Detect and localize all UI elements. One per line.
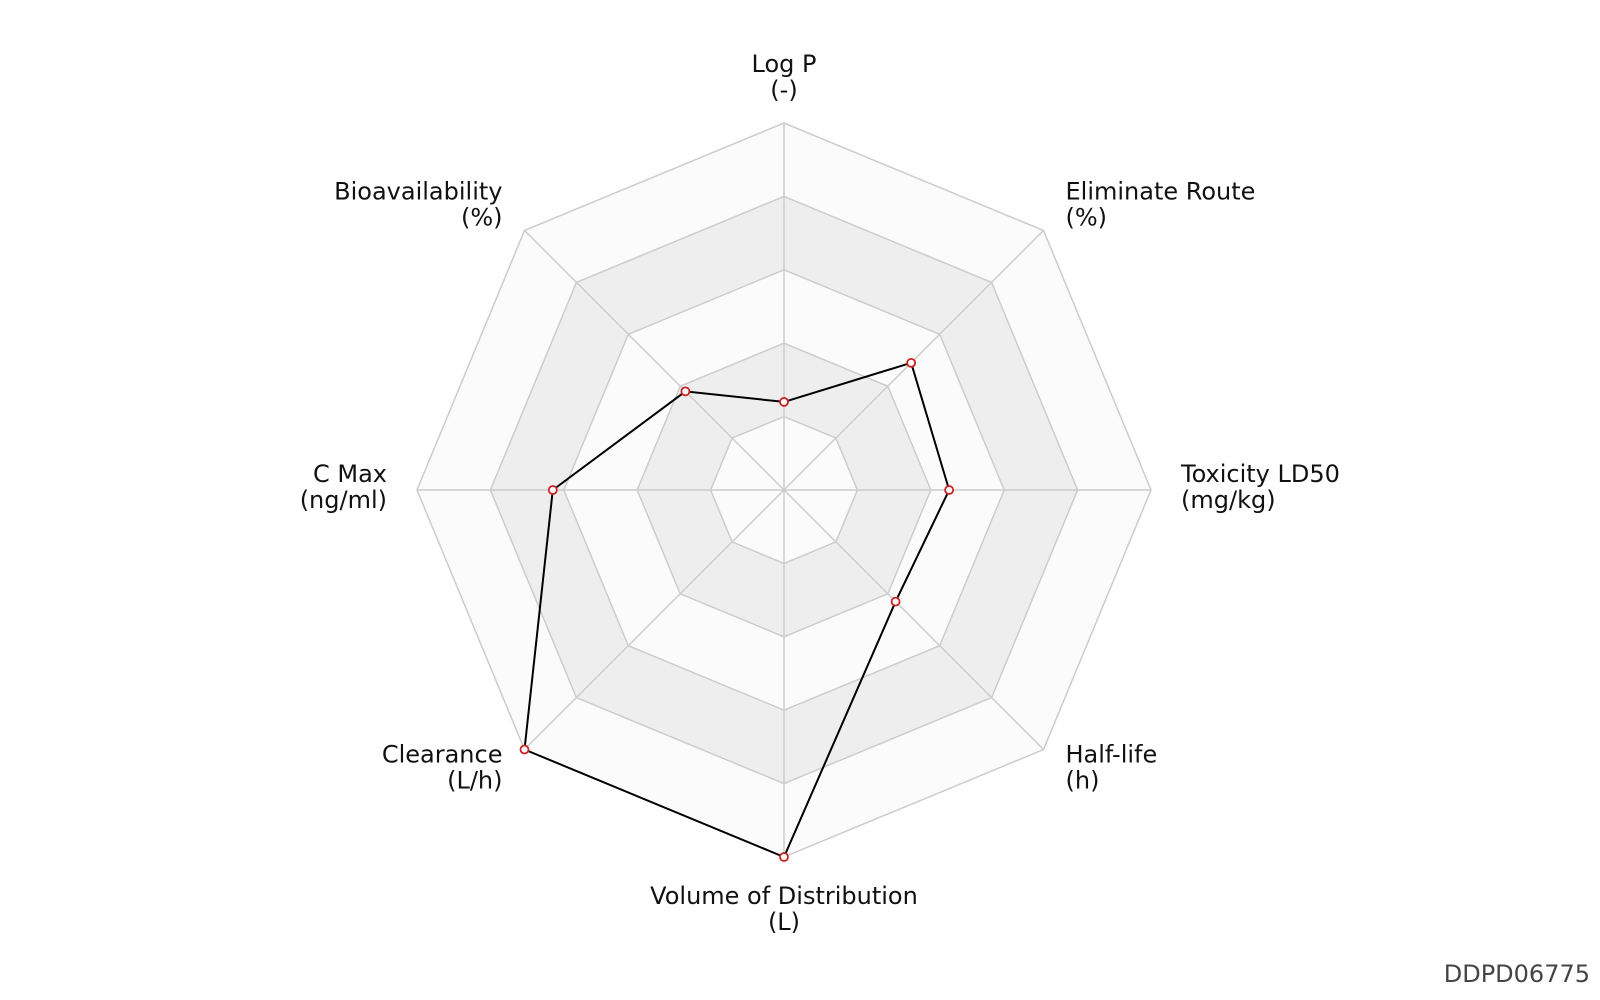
data-point	[779, 852, 789, 862]
axis-label: Half-life	[1066, 741, 1158, 769]
data-point	[547, 485, 558, 495]
axis-label: Toxicity LD50	[1180, 460, 1340, 488]
axis-unit: (L)	[768, 908, 800, 936]
axis-label: Log P	[752, 50, 817, 78]
axis-label: Eliminate Route	[1066, 177, 1256, 205]
data-point	[906, 357, 917, 368]
axis-unit: (%)	[461, 203, 503, 231]
axis-unit: (-)	[770, 76, 797, 104]
spoke	[523, 489, 785, 751]
axis-unit: (h)	[1066, 767, 1100, 795]
data-point	[779, 397, 789, 407]
axis-label: Bioavailability	[334, 177, 502, 205]
data-point	[680, 386, 691, 397]
axis-unit: (mg/kg)	[1181, 486, 1276, 514]
axis-label: Volume of Distribution	[650, 882, 918, 910]
axis-unit: (%)	[1066, 203, 1108, 231]
data-point	[519, 744, 530, 755]
data-point	[890, 596, 901, 607]
axis-unit: (L/h)	[447, 767, 502, 795]
axis-label: C Max	[313, 460, 387, 488]
spoke	[783, 489, 1045, 751]
axis-label: Clearance	[382, 741, 503, 769]
spoke	[523, 229, 785, 491]
axis-unit: (ng/ml)	[300, 486, 387, 514]
footer-id: DDPD06775	[1444, 960, 1590, 988]
data-point	[944, 485, 955, 495]
